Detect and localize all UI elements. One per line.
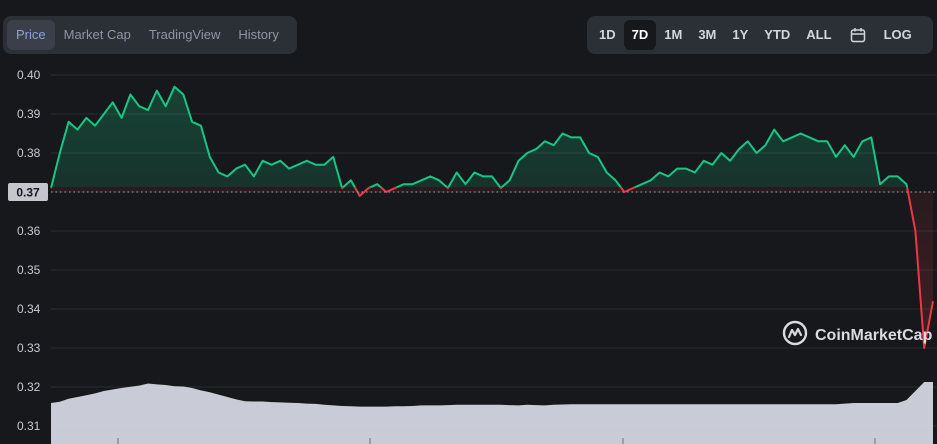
range-1d-button[interactable]: 1D: [599, 27, 616, 42]
y-tick-label: 0.38: [17, 146, 41, 160]
volume-area: [51, 382, 933, 444]
y-tick-label: 0.34: [17, 302, 41, 316]
time-range-selector: 1D 7D 1M 3M 1Y YTD ALL LOG: [587, 16, 933, 54]
y-tick-label: 0.31: [17, 419, 41, 433]
price-line-up: [50, 85, 909, 187]
y-tick-label: 0.39: [17, 107, 41, 121]
tab-history[interactable]: History: [238, 27, 279, 42]
reference-label: 0.37: [16, 186, 40, 200]
y-tick-label: 0.40: [17, 68, 41, 82]
y-tick-label: 0.36: [17, 224, 41, 238]
tab-tradingview[interactable]: TradingView: [148, 27, 221, 42]
calendar-icon[interactable]: [840, 20, 876, 50]
chart-type-tabs: Price Market Cap TradingView History: [3, 16, 297, 54]
range-7d-button[interactable]: 7D: [623, 20, 657, 50]
reference-badge: [8, 183, 48, 201]
range-ytd-button[interactable]: YTD: [764, 27, 791, 42]
y-tick-label: 0.33: [17, 341, 41, 355]
y-tick-label: 0.35: [17, 263, 41, 277]
range-all-button[interactable]: ALL: [806, 27, 832, 42]
log-scale-button[interactable]: LOG: [883, 27, 912, 42]
tab-market-cap[interactable]: Market Cap: [63, 27, 131, 42]
range-3m-button[interactable]: 3M: [698, 27, 717, 42]
coinmarketcap-watermark: CoinMarketCap: [782, 320, 932, 351]
range-1m-button[interactable]: 1M: [664, 27, 683, 42]
range-1y-button[interactable]: 1Y: [732, 27, 749, 42]
watermark-text: CoinMarketCap: [815, 326, 933, 344]
y-tick-label: 0.32: [17, 380, 41, 394]
coinmarketcap-logo-icon: [782, 320, 808, 351]
tab-price[interactable]: Price: [7, 20, 55, 50]
